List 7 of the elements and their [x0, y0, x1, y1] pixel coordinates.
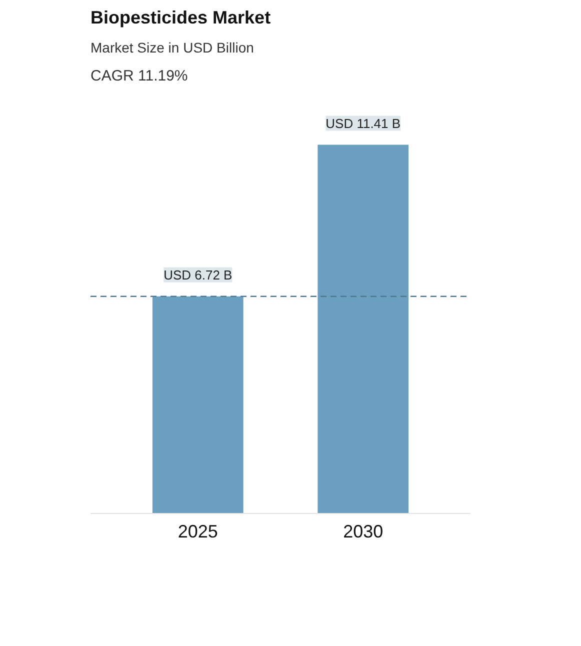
x-tick-label: 2030 [343, 522, 384, 542]
text: CAGR 11.19% [90, 68, 188, 84]
data-label: USD 11.41 B [326, 116, 401, 131]
chart-subtitle: Market Size in USD Billion [90, 40, 254, 56]
data-label: USD 6.72 B [164, 267, 232, 282]
chart-title: Biopesticides Market [90, 8, 271, 28]
x-tick-label: 2025 [178, 522, 218, 542]
